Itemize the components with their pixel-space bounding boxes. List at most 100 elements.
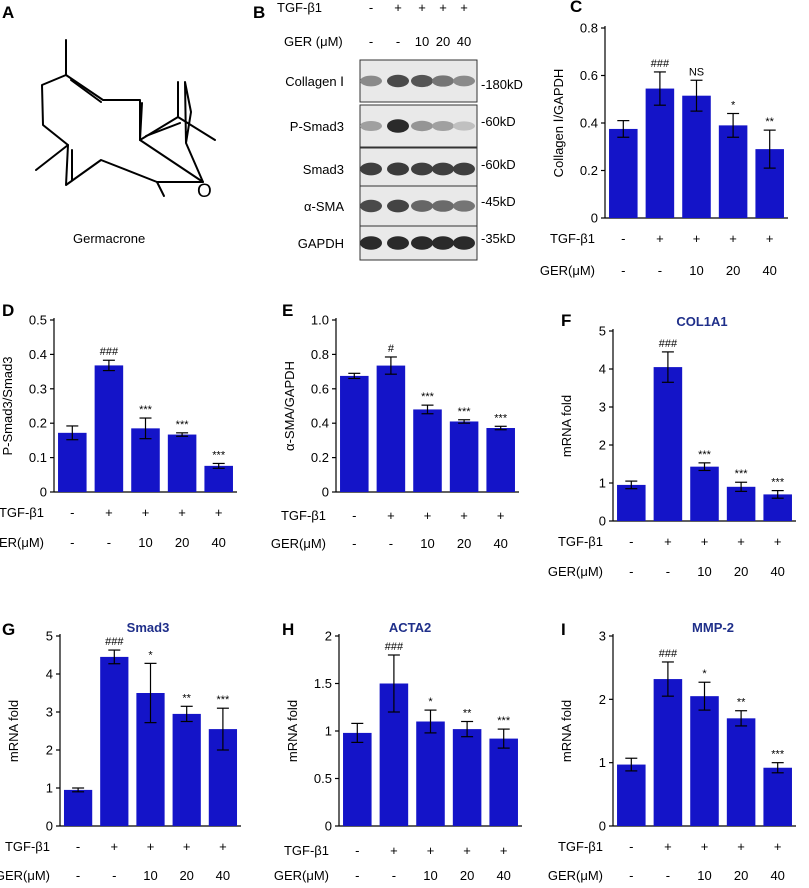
treatment-value: + [701,839,709,854]
y-tick-label: 0 [40,485,47,500]
blot-band [411,236,433,250]
bar [94,365,124,492]
treatment-row-label: TGF-β1 [550,231,595,246]
bar [172,713,201,826]
panel-letter: H [282,620,294,639]
treatment-value: 10 [697,564,711,579]
treatment-value: + [497,508,505,523]
y-tick-label: 5 [46,629,53,644]
significance-label: ** [182,692,191,704]
treatment-value: - [666,564,670,579]
bar-chart-d: D 0 0.1 0.2 0.3 0.4 0.5 P-Smad3/Smad3 - - ### + - ***… [0,301,237,550]
y-tick-label: 5 [599,324,606,339]
bar [58,432,87,492]
blot-row-value: 10 [415,34,429,49]
significance-label: ### [659,338,678,350]
y-tick-label: 0.5 [314,771,332,786]
bar [413,409,442,492]
blot-band [411,120,433,132]
blot-row-value: + [418,0,426,15]
treatment-value: 10 [420,536,434,551]
blot-band [453,236,475,250]
bar [167,434,197,492]
compound-name: Germacrone [73,231,145,246]
treatment-value: 20 [175,535,189,550]
bar [617,484,646,521]
panel-a: A O Germacrone [2,3,216,246]
y-tick-label: 0.4 [580,116,598,131]
panel-letter: D [2,301,14,320]
y-tick-label: 0.2 [580,163,598,178]
y-tick-label: 3 [46,705,53,720]
bar [343,732,372,826]
treatment-value: + [463,843,471,858]
significance-label: ### [105,636,124,648]
bar [340,375,369,492]
treatment-value: + [664,534,672,549]
y-tick-label: 0.6 [311,381,329,396]
treatment-row-label: GER(μM) [548,564,603,579]
treatment-value: - [76,839,80,854]
bar [763,494,792,521]
y-tick-label: 1.5 [314,676,332,691]
treatment-value: + [766,231,774,246]
bar [726,718,756,826]
treatment-value: 40 [216,868,230,883]
treatment-value: + [183,839,191,854]
y-tick-label: 3 [599,400,606,415]
bar-chart-f: F COL1A1 0 1 2 3 4 5 mRNA fold - - ### + - *** +10 *** +2… [548,311,796,579]
significance-label: * [702,668,707,680]
blot-band [432,200,454,212]
blot-band [411,162,433,176]
chart-title: ACTA2 [389,620,431,635]
y-tick-label: 2 [325,629,332,644]
y-tick-label: 2 [46,743,53,758]
y-tick-label: 0 [325,819,332,834]
treatment-value: 20 [460,868,474,883]
significance-label: ** [463,708,472,720]
significance-label: ### [100,346,119,358]
treatment-row-label: GER(μM) [274,868,329,883]
bar [645,88,675,218]
blot-row-label: TGF-β1 [277,0,322,15]
panel-letter: C [570,0,582,16]
bar-chart-i: I MMP-2 0 1 2 3 mRNA fold - - ### + - * +10 ** +20 *** +4… [548,620,796,883]
treatment-value: - [107,535,111,550]
significance-label: *** [212,449,226,461]
y-tick-label: 0 [599,514,606,529]
bar [690,696,719,826]
blot-band [360,162,382,176]
blot-band [453,200,475,212]
treatment-value: + [701,534,709,549]
panel-letter-b: B [253,3,265,22]
chart-title: Smad3 [127,620,170,635]
blot-band [360,75,382,87]
treatment-value: + [774,839,782,854]
bar [452,729,482,826]
treatment-value: 10 [689,263,703,278]
bar [653,679,683,826]
treatment-value: 20 [734,868,748,883]
blot-row-value: 40 [457,34,471,49]
treatment-value: 20 [457,536,471,551]
significance-label: *** [771,477,785,489]
bar [617,764,646,826]
treatment-value: + [387,508,395,523]
treatment-value: + [427,843,435,858]
treatment-value: - [355,843,359,858]
significance-label: NS [689,66,704,78]
y-tick-label: 1 [325,724,332,739]
treatment-value: + [105,505,113,520]
significance-label: # [388,343,395,355]
y-axis-label: mRNA fold [285,700,300,762]
blot-band [432,120,454,132]
treatment-value: + [737,839,745,854]
significance-label: *** [421,391,435,403]
y-tick-label: 0.2 [29,416,47,431]
blot-band [387,199,409,213]
treatment-value: + [500,843,508,858]
blot-protein-label: Smad3 [303,162,344,177]
treatment-value: - [352,536,356,551]
blot-band [411,200,433,212]
